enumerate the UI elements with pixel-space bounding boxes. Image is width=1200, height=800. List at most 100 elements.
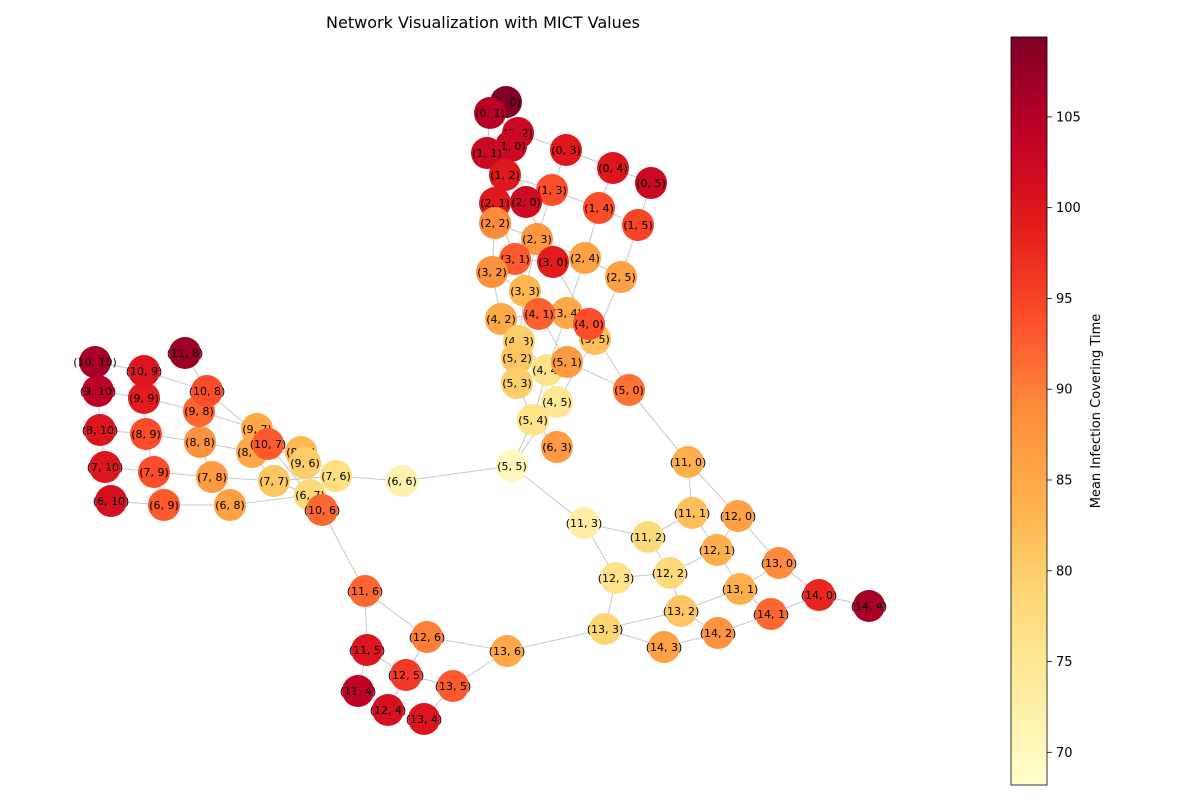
colorbar-tick-label: 90 bbox=[1056, 383, 1073, 398]
colorbar: 70 75 80 85 90 95 100 105 Mean Infection Coveri… bbox=[1010, 36, 1104, 786]
node-11-4: (11, 4) bbox=[340, 675, 376, 707]
node-2-5: (2, 5) bbox=[605, 261, 637, 293]
node-label: (8, 9) bbox=[131, 428, 161, 441]
node-marker bbox=[536, 174, 568, 206]
node-label: (12, 2) bbox=[652, 567, 689, 580]
node-label: (5, 1) bbox=[552, 356, 582, 369]
node-label: (2, 0) bbox=[511, 196, 541, 209]
node-8-10: (8, 10) bbox=[82, 414, 119, 446]
node-marker bbox=[95, 485, 127, 517]
node-marker bbox=[648, 631, 680, 663]
node-marker bbox=[521, 223, 553, 255]
node-marker bbox=[351, 634, 383, 666]
node-1-0: (1, 0) bbox=[495, 130, 527, 162]
node-marker bbox=[537, 246, 569, 278]
node-marker bbox=[485, 303, 517, 335]
node-label: (12, 3) bbox=[598, 572, 635, 585]
node-13-1: (13, 1) bbox=[722, 573, 759, 605]
node-label: (12, 4) bbox=[370, 704, 407, 717]
node-label: (0, 3) bbox=[551, 144, 581, 157]
node-label: (12, 5) bbox=[388, 669, 425, 682]
node-5-1: (5, 1) bbox=[551, 346, 583, 378]
node-marker bbox=[665, 595, 697, 627]
node-11-6: (11, 6) bbox=[347, 575, 383, 607]
node-marker bbox=[386, 465, 418, 497]
node-label: (5, 3) bbox=[502, 377, 532, 390]
node-marker bbox=[349, 575, 381, 607]
node-6-9: (6, 9) bbox=[148, 489, 180, 521]
node-label: (12, 6) bbox=[409, 631, 446, 644]
node-marker bbox=[672, 446, 704, 478]
node-label: (13, 1) bbox=[722, 583, 759, 596]
node-marker bbox=[496, 450, 528, 482]
node-label: (11, 3) bbox=[566, 517, 603, 530]
node-11-8: (11, 8) bbox=[167, 337, 204, 369]
node-1-1: (1, 1) bbox=[471, 137, 503, 169]
node-label: (13, 3) bbox=[587, 623, 624, 636]
node-8-8: (8, 8) bbox=[184, 426, 216, 458]
node-marker bbox=[474, 97, 506, 129]
node-3-0: (3, 0) bbox=[537, 246, 569, 278]
node-5-5: (5, 5) bbox=[496, 450, 528, 482]
node-12-4: (12, 4) bbox=[370, 694, 407, 726]
node-marker bbox=[622, 209, 654, 241]
node-marker bbox=[82, 375, 114, 407]
node-label: (1, 2) bbox=[490, 169, 520, 182]
node-9-9: (9, 9) bbox=[128, 382, 160, 414]
node-11-0: (11, 0) bbox=[670, 446, 707, 478]
node-label: (6, 3) bbox=[542, 441, 572, 454]
node-label: (1, 5) bbox=[623, 219, 653, 232]
node-13-0: (13, 0) bbox=[761, 547, 798, 579]
node-marker bbox=[589, 613, 621, 645]
node-marker bbox=[853, 590, 885, 622]
node-marker bbox=[569, 242, 601, 274]
node-10-8: (10, 8) bbox=[189, 375, 225, 407]
node-label: (13, 0) bbox=[761, 557, 798, 570]
node-2-4: (2, 4) bbox=[569, 242, 601, 274]
node-11-3: (11, 3) bbox=[566, 507, 603, 539]
node-marker bbox=[306, 494, 338, 526]
node-label: (1, 1) bbox=[472, 147, 502, 160]
node-marker bbox=[495, 130, 527, 162]
colorbar-tick-label: 105 bbox=[1056, 110, 1081, 125]
node-label: (13, 5) bbox=[435, 680, 472, 693]
node-4-2: (4, 2) bbox=[485, 303, 517, 335]
node-label: (8, 10) bbox=[82, 424, 119, 437]
node-label: (10, 6) bbox=[304, 504, 341, 517]
node-label: (7, 6) bbox=[321, 470, 351, 483]
node-14-4: (14, 4) bbox=[851, 590, 887, 622]
node-label: (6, 6) bbox=[387, 475, 417, 488]
node-12-6: (12, 6) bbox=[409, 621, 446, 653]
node-marker bbox=[600, 562, 632, 594]
node-label: (2, 4) bbox=[570, 252, 600, 265]
node-label: (0, 4) bbox=[598, 162, 628, 175]
node-3-3: (3, 3) bbox=[509, 275, 541, 307]
node-label: (7, 8) bbox=[197, 471, 227, 484]
node-marker bbox=[408, 703, 440, 735]
node-13-6: (13, 6) bbox=[489, 635, 525, 667]
node-marker bbox=[724, 573, 756, 605]
node-marker bbox=[573, 308, 605, 340]
node-7-9: (7, 9) bbox=[138, 456, 170, 488]
node-label: (1, 4) bbox=[584, 202, 614, 215]
node-marker bbox=[128, 355, 160, 387]
node-label: (11, 1) bbox=[674, 507, 711, 520]
node-marker bbox=[476, 256, 508, 288]
node-marker bbox=[568, 507, 600, 539]
node-label: (10, 9) bbox=[126, 365, 163, 378]
node-5-2: (5, 2) bbox=[501, 342, 533, 374]
edge-5-5-to-6-6 bbox=[401, 465, 513, 482]
node-label: (11, 0) bbox=[670, 456, 707, 469]
colorbar-gradient bbox=[1010, 36, 1048, 786]
node-marker bbox=[635, 167, 667, 199]
node-label: (5, 0) bbox=[614, 384, 644, 397]
node-label: (4, 5) bbox=[542, 396, 572, 409]
node-label: (6, 8) bbox=[215, 499, 245, 512]
node-0-1: (0, 1) bbox=[474, 97, 506, 129]
colorbar-tick-label: 70 bbox=[1056, 746, 1073, 761]
node-marker bbox=[169, 337, 201, 369]
node-marker bbox=[491, 635, 523, 667]
node-11-1: (11, 1) bbox=[674, 497, 711, 529]
node-1-4: (1, 4) bbox=[583, 192, 615, 224]
node-label: (11, 8) bbox=[167, 347, 204, 360]
